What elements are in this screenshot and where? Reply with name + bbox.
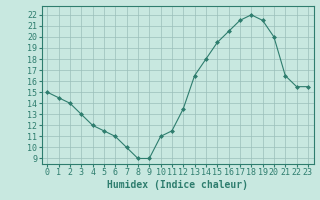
X-axis label: Humidex (Indice chaleur): Humidex (Indice chaleur): [107, 180, 248, 190]
